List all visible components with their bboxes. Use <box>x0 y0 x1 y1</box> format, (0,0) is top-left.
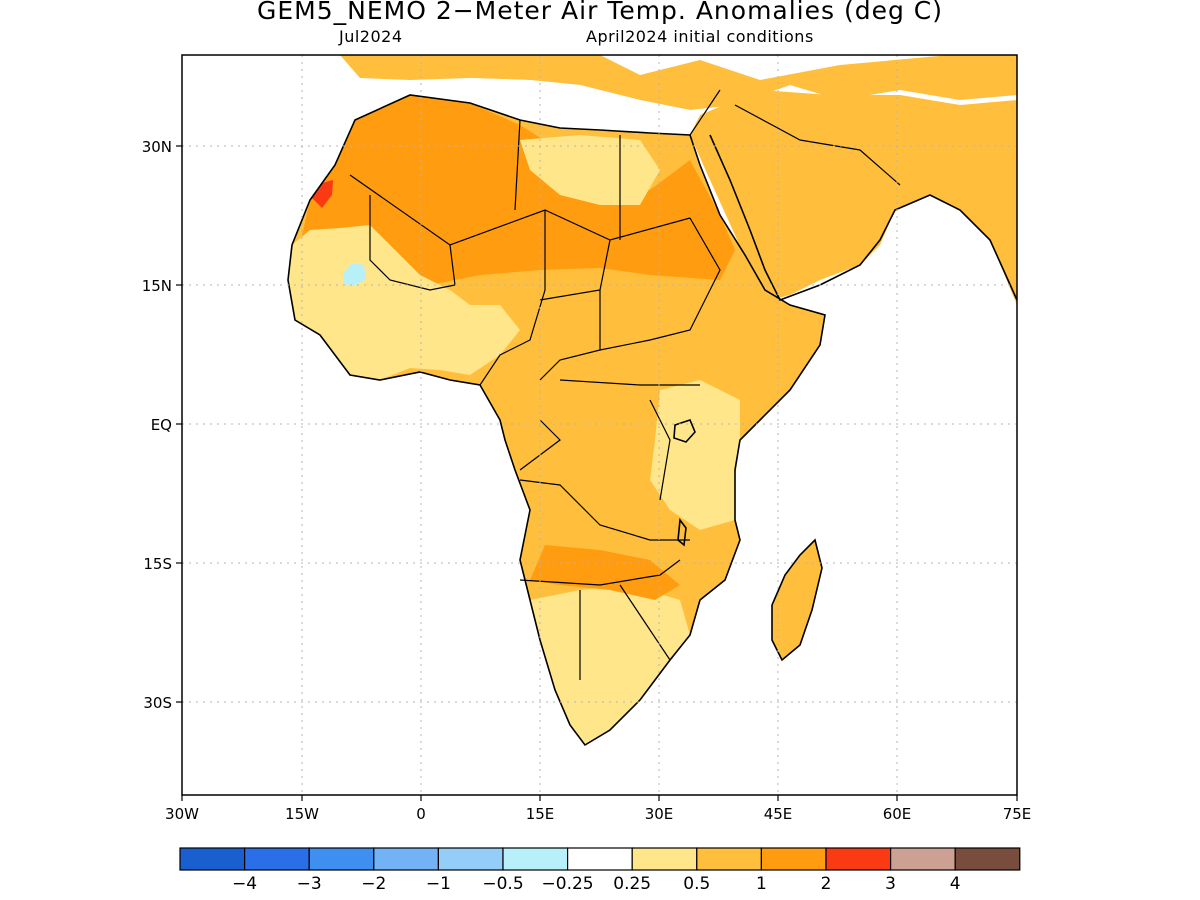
lon-label: 15E <box>526 805 555 823</box>
colorbar-label: 3 <box>885 874 896 894</box>
hot-spot <box>312 180 333 208</box>
colorbar-label: 2 <box>821 874 832 894</box>
zambia-band <box>530 545 680 600</box>
colorbar: −4 −3 −2 −1 −0.5 −0.25 0.25 0.5 1 2 3 4 <box>179 847 1021 894</box>
latitude-labels: 30N 15N EQ 15S 30S <box>142 138 172 712</box>
lake-malawi <box>677 517 687 547</box>
lon-label: 0 <box>416 805 426 823</box>
map-frame <box>181 54 1018 796</box>
colorbar-cell <box>179 847 246 871</box>
lat-label: 15S <box>143 555 172 573</box>
colorbar-label: −0.25 <box>542 874 594 894</box>
cool-spot <box>343 263 366 286</box>
graticule <box>182 55 1017 795</box>
colorbar-cell <box>631 847 698 871</box>
lat-label: 15N <box>142 277 172 295</box>
lat-label: EQ <box>151 416 172 434</box>
lon-label: 75E <box>1003 805 1032 823</box>
lon-label: 45E <box>764 805 793 823</box>
lon-label: 30E <box>645 805 674 823</box>
longitude-labels: 30W 15W 0 15E 30E 45E 60E 75E <box>165 805 1031 823</box>
tick-marks <box>176 145 1018 801</box>
lon-label: 15W <box>285 805 319 823</box>
sahel-region <box>288 225 520 380</box>
colorbar-cell <box>954 847 1021 871</box>
northeast-africa-region <box>520 135 660 205</box>
sahara-region <box>300 95 735 285</box>
colorbar-cell <box>760 847 827 871</box>
colorbar-label: −0.5 <box>482 874 523 894</box>
colorbar-label: −4 <box>232 874 257 894</box>
colorbar-label: 0.5 <box>683 874 710 894</box>
lat-label: 30S <box>143 694 172 712</box>
lon-label: 30W <box>165 805 199 823</box>
colorbar-cell <box>437 847 504 871</box>
colorbar-label: −2 <box>361 874 386 894</box>
east-africa-region <box>650 380 740 530</box>
colorbar-cell <box>825 847 892 871</box>
colorbar-cell <box>244 847 310 871</box>
colorbar-cell <box>308 847 375 871</box>
colorbar-cell <box>696 847 762 871</box>
colorbar-label: 0.25 <box>613 874 651 894</box>
lat-label: 30N <box>142 138 172 156</box>
colorbar-cell <box>889 847 956 871</box>
colorbar-cell <box>502 847 569 871</box>
mediterranean-sea <box>410 78 700 135</box>
map-area <box>182 55 1017 795</box>
colorbar-cell <box>566 847 633 871</box>
initial-conditions: April2024 initial conditions <box>586 27 814 46</box>
colorbar-label: −1 <box>426 874 451 894</box>
lon-label: 60E <box>883 805 912 823</box>
colorbar-label: −3 <box>297 874 322 894</box>
colorbar-label: 1 <box>756 874 767 894</box>
lake-victoria <box>673 419 696 443</box>
country-borders <box>349 89 901 680</box>
southern-africa-region <box>530 585 690 745</box>
madagascar <box>772 540 822 660</box>
madagascar-coastline <box>771 538 823 662</box>
middle-east-region <box>690 90 1017 305</box>
map-title: GEM5_NEMO 2−Meter Air Temp. Anomalies (d… <box>256 0 944 25</box>
arabia-coastline <box>709 134 1017 302</box>
colorbar-cell <box>373 847 439 871</box>
colorbar-label: 4 <box>950 874 961 894</box>
forecast-month: Jul2024 <box>339 27 403 46</box>
